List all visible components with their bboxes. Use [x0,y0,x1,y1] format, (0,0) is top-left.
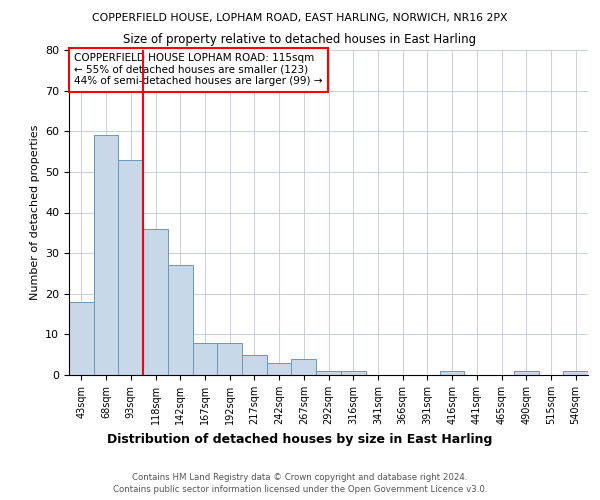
Bar [440,371,464,375]
Bar [69,302,94,375]
Text: Contains public sector information licensed under the Open Government Licence v3: Contains public sector information licen… [113,485,487,494]
Bar [267,363,292,375]
Bar [316,371,341,375]
Bar [118,160,143,375]
Text: Size of property relative to detached houses in East Harling: Size of property relative to detached ho… [124,32,476,46]
Text: Contains HM Land Registry data © Crown copyright and database right 2024.: Contains HM Land Registry data © Crown c… [132,472,468,482]
Bar [143,229,168,375]
Text: Distribution of detached houses by size in East Harling: Distribution of detached houses by size … [107,432,493,446]
Bar [94,136,118,375]
Bar [168,266,193,375]
Bar [563,371,588,375]
Bar [514,371,539,375]
Bar [193,342,217,375]
Text: COPPERFIELD HOUSE, LOPHAM ROAD, EAST HARLING, NORWICH, NR16 2PX: COPPERFIELD HOUSE, LOPHAM ROAD, EAST HAR… [92,12,508,22]
Bar [242,354,267,375]
Bar [292,359,316,375]
Bar [341,371,365,375]
Y-axis label: Number of detached properties: Number of detached properties [29,125,40,300]
Text: COPPERFIELD HOUSE LOPHAM ROAD: 115sqm
← 55% of detached houses are smaller (123): COPPERFIELD HOUSE LOPHAM ROAD: 115sqm ← … [74,53,323,86]
Bar [217,342,242,375]
